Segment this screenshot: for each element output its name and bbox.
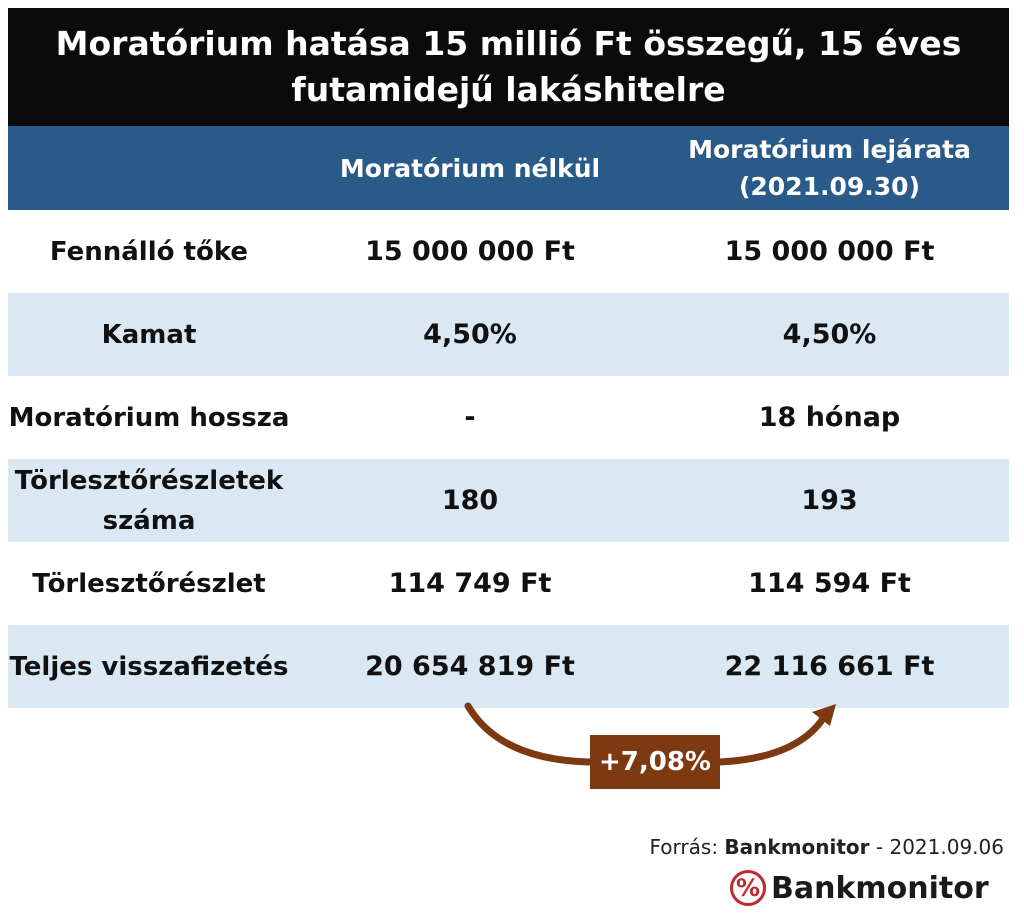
header-cell-moratorium-end: Moratórium lejárata (2021.09.30)	[650, 126, 1009, 210]
row-label: Kamat	[101, 319, 197, 350]
value-without-moratorium: 4,50%	[423, 319, 517, 350]
header-cell-empty	[8, 126, 290, 210]
header-cell-moratorium-end-label: Moratórium lejárata (2021.09.30)	[688, 135, 971, 201]
chart-title: Moratórium hatása 15 millió Ft összegű, …	[8, 8, 1009, 126]
table-row: Fennálló tőke 15 000 000 Ft 15 000 000 Ft	[8, 210, 1009, 293]
source-date: - 2021.09.06	[869, 835, 1004, 859]
row-label: Törlesztőrészlet	[32, 568, 266, 599]
brand-logo: % Bankmonitor	[730, 866, 989, 910]
table-row: Kamat 4,50% 4,50%	[8, 293, 1009, 376]
value-moratorium-end: 4,50%	[782, 319, 877, 350]
row-label: Moratórium hossza	[8, 402, 290, 433]
source-name: Bankmonitor	[724, 835, 870, 859]
value-without-moratorium: 20 654 819 Ft	[365, 651, 575, 682]
value-moratorium-end: 15 000 000 Ft	[724, 236, 935, 267]
value-moratorium-end: 22 116 661 Ft	[724, 651, 935, 682]
table-row: Törlesztőrészlet 114 749 Ft 114 594 Ft	[8, 542, 1009, 625]
row-label: Törlesztőrészletek száma	[14, 465, 284, 536]
value-moratorium-end: 193	[801, 485, 858, 516]
brand-name: Bankmonitor	[771, 870, 989, 906]
table-row: Teljes visszafizetés 20 654 819 Ft 22 116 …	[8, 625, 1009, 708]
change-badge: +7,08%	[590, 735, 720, 789]
value-without-moratorium: 180	[441, 485, 499, 516]
value-without-moratorium: 114 749 Ft	[388, 568, 552, 599]
table-header: Moratórium nélkül Moratórium lejárata (2…	[8, 126, 1009, 210]
value-moratorium-end: 18 hónap	[758, 402, 901, 433]
source-line: Forrás: Bankmonitor - 2021.09.06	[650, 835, 1004, 859]
header-cell-without-moratorium: Moratórium nélkül	[339, 153, 601, 183]
table-row: Törlesztőrészletek száma 180 193	[8, 459, 1009, 542]
row-label: Fennálló tőke	[49, 236, 249, 267]
value-without-moratorium: 15 000 000 Ft	[365, 236, 575, 267]
percent-circle-icon: %	[730, 870, 766, 906]
source-prefix: Forrás:	[649, 835, 725, 859]
value-without-moratorium: -	[464, 402, 476, 433]
value-moratorium-end: 114 594 Ft	[748, 568, 911, 599]
table-row: Moratórium hossza - 18 hónap	[8, 376, 1009, 459]
row-label: Teljes visszafizetés	[9, 651, 289, 682]
